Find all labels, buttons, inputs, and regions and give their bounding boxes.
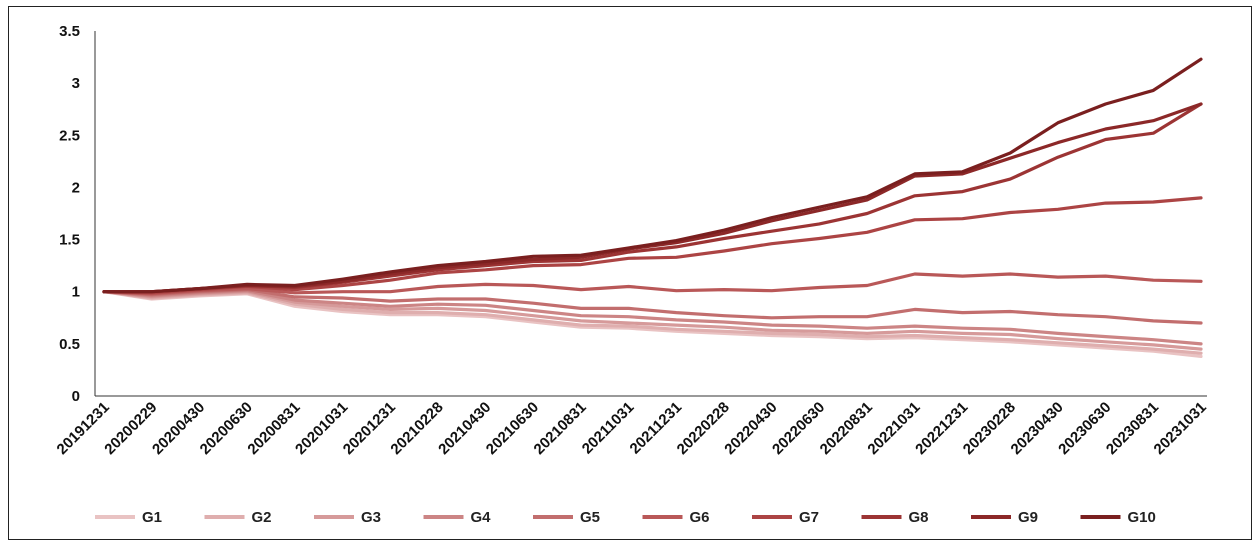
- series-line-g1: [102, 290, 1203, 358]
- series-line-g6: [102, 272, 1203, 296]
- series-line-g5: [102, 288, 1203, 325]
- y-tick-label: 1: [72, 284, 80, 301]
- series-line-g2: [102, 290, 1203, 355]
- legend-label-g1: G1: [142, 509, 162, 526]
- legend-label-g4: G4: [471, 509, 492, 526]
- legend-label-g7: G7: [799, 509, 819, 526]
- series-line-g3: [102, 290, 1203, 351]
- legend-label-g8: G8: [909, 509, 929, 526]
- line-chart: 00.511.522.533.5201912312020022920200430…: [54, 23, 1210, 526]
- y-tick-label: 3.5: [59, 23, 80, 40]
- chart-frame: 0 0.5 1 1.5 2 2.5 3 3.5 20191231 20200229 20200430…: [8, 6, 1252, 540]
- legend-label-g5: G5: [580, 509, 600, 526]
- legend-label-g2: G2: [252, 509, 272, 526]
- series-line-g10: [102, 57, 1203, 294]
- y-tick-label: 0.5: [59, 336, 80, 353]
- series-line-g4: [102, 289, 1203, 346]
- legend-label-g10: G10: [1128, 509, 1156, 526]
- y-tick-label: 2: [72, 179, 80, 196]
- y-tick-label: 1.5: [59, 232, 80, 249]
- x-tick-label: 20210831: [531, 399, 590, 458]
- series-line-g8: [102, 102, 1203, 294]
- x-tick-label: 20231031: [1151, 399, 1210, 458]
- legend-label-g9: G9: [1018, 509, 1038, 526]
- y-tick-label: 0: [72, 388, 80, 405]
- y-tick-label: 2.5: [59, 127, 80, 144]
- legend-label-g6: G6: [690, 509, 710, 526]
- series-line-g7: [102, 196, 1203, 295]
- legend-label-g3: G3: [361, 509, 381, 526]
- series-line-g9: [102, 102, 1203, 294]
- y-tick-label: 3: [72, 75, 80, 92]
